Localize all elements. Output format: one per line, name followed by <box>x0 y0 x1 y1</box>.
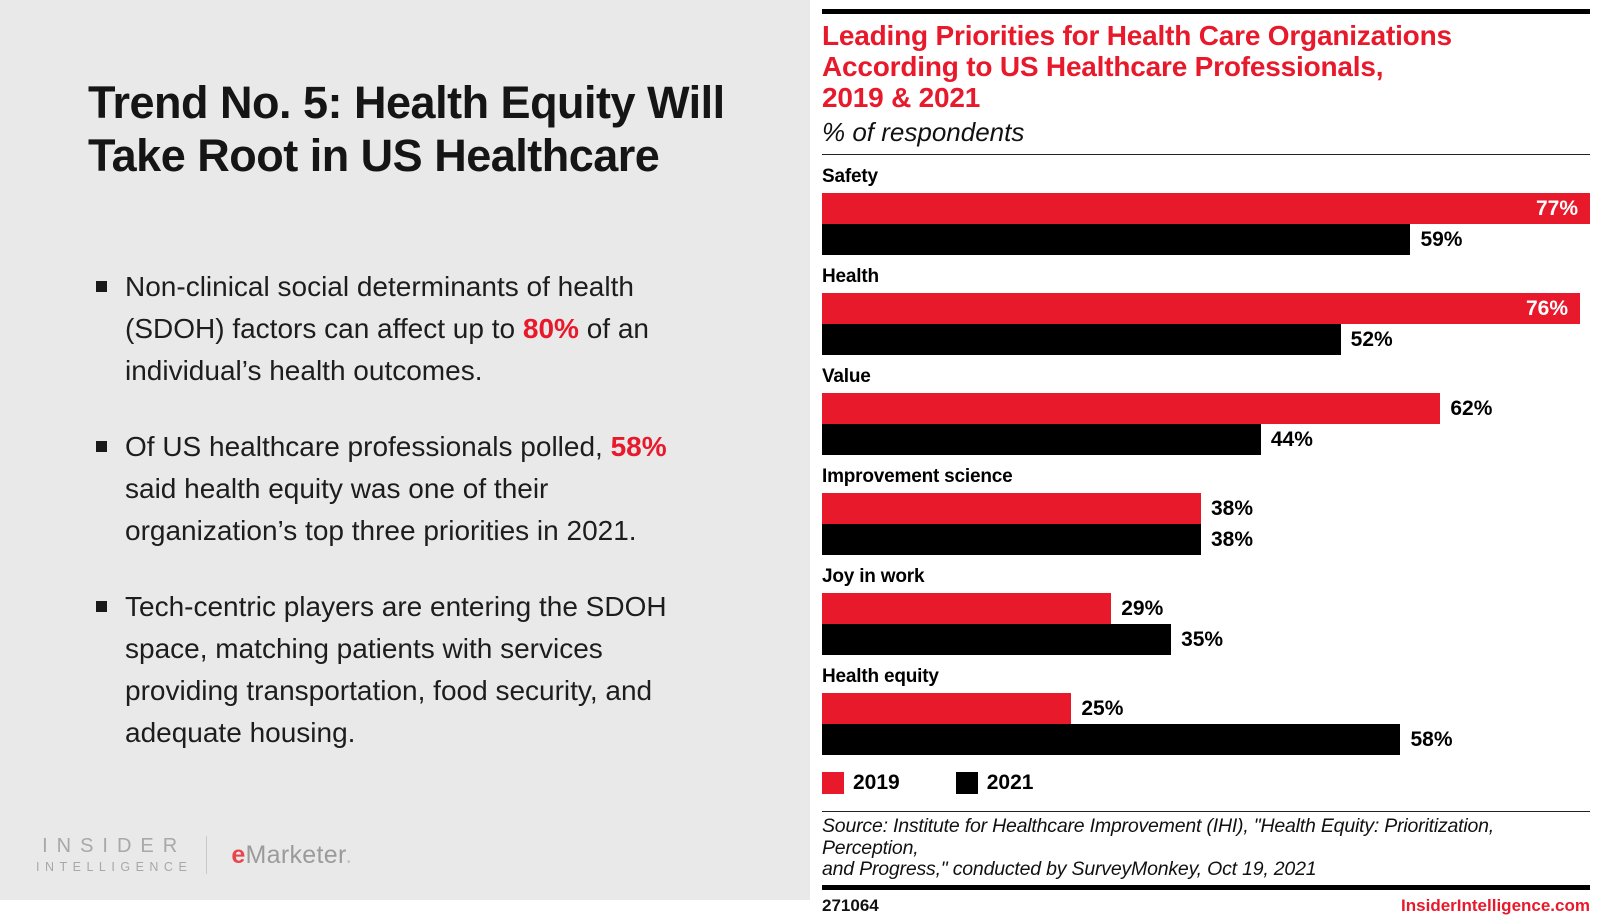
emarketer-dot: . <box>345 840 353 869</box>
source-text: Source: Institute for Healthcare Improve… <box>822 815 1495 880</box>
highlight-stat: 80% <box>522 313 579 344</box>
chart-title: Leading Priorities for Health Care Organ… <box>822 20 1452 113</box>
bullet-segment: Non-clinical social determinants of heal… <box>125 271 634 344</box>
footer-rule <box>822 884 1590 890</box>
bar-row: 38% <box>822 524 1590 555</box>
bullet-segment: Tech-centric players are entering the SD… <box>125 591 667 748</box>
bullet-item: Tech-centric players are entering the SD… <box>96 586 756 754</box>
category-row: Safety 77% 59% <box>822 167 1590 255</box>
site-link[interactable]: InsiderIntelligence.com <box>1401 895 1590 915</box>
chart-top-rule <box>822 9 1590 14</box>
bar-2019-value <box>822 393 1441 424</box>
emarketer-logo: eMarketer. <box>231 841 352 870</box>
bullet-segment: of an individual’s health outcomes. <box>125 313 649 386</box>
footer-row: 271064 InsiderIntelligence.com <box>822 896 1590 916</box>
bullet-text: Non-clinical social determinants of heal… <box>125 266 755 392</box>
legend-item-2021: 2021 <box>955 771 1034 795</box>
bar-value-label: 52% <box>1350 327 1393 351</box>
category-row: Joy in work 29% 35% <box>822 567 1590 655</box>
bar-value-label: 25% <box>1081 696 1124 720</box>
bar-value-label: 44% <box>1270 427 1313 451</box>
logo-divider <box>206 836 208 874</box>
category-row: Health equity 25% 58% <box>822 667 1590 755</box>
bar-value-label: 62% <box>1450 396 1493 420</box>
bullet-text: Tech-centric players are entering the SD… <box>125 586 755 754</box>
bar-row: 25% <box>822 693 1590 724</box>
bullet-text: Of US healthcare professionals polled, 5… <box>125 426 755 552</box>
bar-row: 62% <box>822 393 1590 424</box>
insider-intelligence-logo: INSIDER INTELLIGENCE <box>36 836 192 874</box>
category-row: Improvement science 38% 38% <box>822 467 1590 555</box>
bar-2021-improvement-science <box>822 524 1201 555</box>
footer-logos: INSIDER INTELLIGENCE eMarketer. <box>36 836 352 874</box>
chart-legend: 2019 2021 <box>822 771 1590 795</box>
left-panel: Trend No. 5: Health Equity Will Take Roo… <box>0 0 810 900</box>
chart-header-rule <box>822 154 1590 155</box>
bullet-segment: Of US healthcare professionals polled, <box>125 431 611 462</box>
bar-row: 77% <box>822 193 1590 224</box>
bar-row: 76% <box>822 293 1590 324</box>
legend-swatch-2019 <box>822 772 844 794</box>
bar-row: 29% <box>822 593 1590 624</box>
bar-2021-health-equity <box>822 724 1401 755</box>
bar-2021-joy-in-work <box>822 624 1172 655</box>
bar-row: 38% <box>822 493 1590 524</box>
chart-rows: Safety 77% 59% Health 76% 52% Value 62% 44% Impro… <box>822 167 1590 755</box>
bar-value-label: 35% <box>1181 627 1224 651</box>
category-label: Improvement science <box>822 466 1013 487</box>
bar-row: 59% <box>822 224 1590 255</box>
source-rule <box>822 811 1590 812</box>
intelligence-logo-text: INTELLIGENCE <box>36 860 193 874</box>
legend-label: 2019 <box>853 771 900 794</box>
category-label: Health equity <box>822 666 939 687</box>
bar-2021-value <box>822 424 1261 455</box>
bar-2019-health-equity <box>822 693 1072 724</box>
emarketer-e: e <box>231 840 246 869</box>
bar-value-label: 29% <box>1121 596 1164 620</box>
category-label: Health <box>822 266 879 287</box>
legend-label: 2021 <box>986 771 1034 794</box>
category-label: Value <box>822 366 871 387</box>
chart-id: 271064 <box>822 895 879 915</box>
bar-2019-health: 76% <box>822 293 1581 324</box>
bar-2019-safety: 77% <box>822 193 1590 224</box>
bar-row: 35% <box>822 624 1590 655</box>
bar-2021-health <box>822 324 1341 355</box>
bar-value-label: 58% <box>1410 727 1453 751</box>
category-label: Joy in work <box>822 566 925 587</box>
category-row: Health 76% 52% <box>822 267 1590 355</box>
bullet-list: Non-clinical social determinants of heal… <box>96 266 756 788</box>
category-label: Safety <box>822 166 878 187</box>
right-panel: Leading Priorities for Health Care Organ… <box>810 0 1600 915</box>
bar-value-label: 76% <box>1525 297 1569 320</box>
bullet-item: Non-clinical social determinants of heal… <box>96 266 756 392</box>
bar-value-label: 38% <box>1211 527 1254 551</box>
bullet-item: Of US healthcare professionals polled, 5… <box>96 426 756 552</box>
category-row: Value 62% 44% <box>822 367 1590 455</box>
bar-chart: Leading Priorities for Health Care Organ… <box>822 9 1590 916</box>
bar-row: 58% <box>822 724 1590 755</box>
bar-2019-improvement-science <box>822 493 1201 524</box>
bullet-segment: said health equity was one of their orga… <box>125 473 637 546</box>
insider-logo-text: INSIDER <box>42 835 187 857</box>
bar-value-label: 77% <box>1535 197 1578 220</box>
bar-2019-joy-in-work <box>822 593 1112 624</box>
bar-row: 52% <box>822 324 1590 355</box>
bullet-square-icon <box>96 441 107 452</box>
emarketer-rest: Marketer <box>245 840 346 869</box>
chart-subtitle: % of respondents <box>822 117 1025 147</box>
legend-swatch-2021 <box>955 772 978 794</box>
bullet-square-icon <box>96 281 107 292</box>
bar-2021-safety <box>822 224 1411 255</box>
legend-item-2019: 2019 <box>822 771 900 795</box>
bar-row: 44% <box>822 424 1590 455</box>
highlight-stat: 58% <box>610 431 667 462</box>
bar-value-label: 38% <box>1211 496 1254 520</box>
bar-value-label: 59% <box>1420 227 1463 251</box>
slide-title: Trend No. 5: Health Equity Will Take Roo… <box>88 77 725 181</box>
bullet-square-icon <box>96 601 107 612</box>
